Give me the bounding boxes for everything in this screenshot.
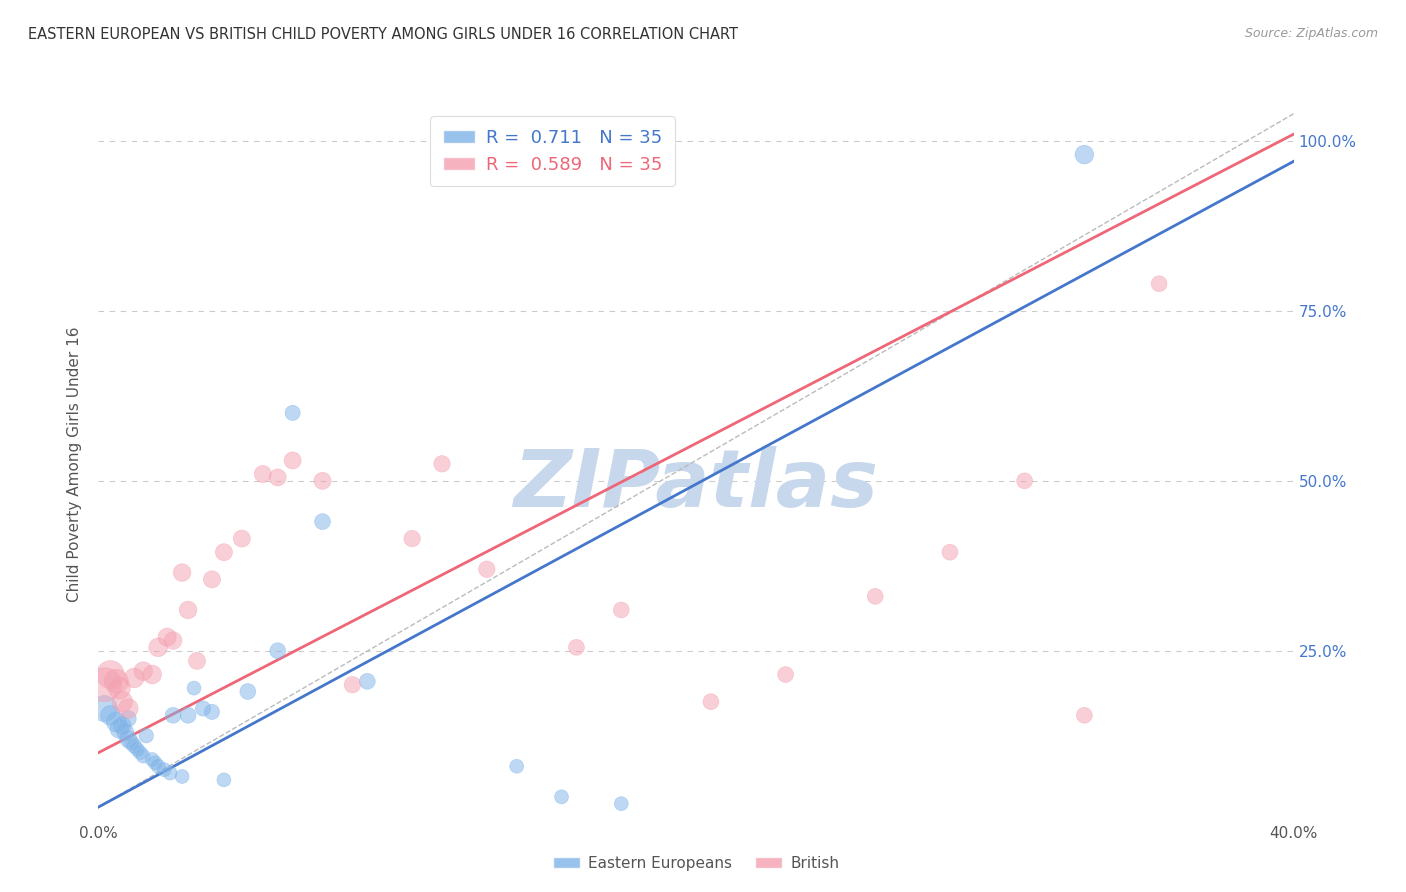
Point bbox=[153, 763, 176, 777]
Point bbox=[311, 515, 333, 529]
Point bbox=[939, 545, 962, 559]
Point bbox=[430, 457, 453, 471]
Text: ZIPatlas: ZIPatlas bbox=[513, 446, 879, 524]
Point bbox=[156, 630, 179, 644]
Point bbox=[172, 566, 194, 580]
Point bbox=[148, 759, 170, 773]
Point bbox=[141, 667, 163, 681]
Point bbox=[120, 735, 142, 749]
Point bbox=[141, 752, 163, 766]
Point bbox=[124, 739, 146, 753]
Point bbox=[111, 718, 134, 732]
Point bbox=[111, 695, 134, 709]
Point bbox=[108, 722, 131, 736]
Text: EASTERN EUROPEAN VS BRITISH CHILD POVERTY AMONG GIRLS UNDER 16 CORRELATION CHART: EASTERN EUROPEAN VS BRITISH CHILD POVERT… bbox=[28, 27, 738, 42]
Point bbox=[135, 729, 157, 743]
Point bbox=[105, 715, 128, 730]
Point bbox=[565, 640, 588, 655]
Point bbox=[610, 797, 633, 811]
Point bbox=[356, 674, 378, 689]
Point bbox=[132, 749, 155, 764]
Point bbox=[252, 467, 274, 481]
Point bbox=[124, 671, 146, 685]
Point bbox=[401, 532, 423, 546]
Point bbox=[93, 701, 115, 715]
Point bbox=[281, 406, 304, 420]
Point bbox=[201, 573, 224, 587]
Point bbox=[212, 772, 235, 787]
Point bbox=[1014, 474, 1036, 488]
Point bbox=[865, 590, 887, 604]
Point bbox=[1073, 147, 1095, 161]
Point bbox=[267, 644, 290, 658]
Point bbox=[506, 759, 529, 773]
Point bbox=[159, 766, 181, 780]
Point bbox=[100, 667, 122, 681]
Point bbox=[183, 681, 205, 695]
Point bbox=[162, 708, 184, 723]
Point bbox=[143, 756, 166, 770]
Point bbox=[117, 712, 139, 726]
Y-axis label: Child Poverty Among Girls Under 16: Child Poverty Among Girls Under 16 bbox=[67, 326, 83, 601]
Point bbox=[201, 705, 224, 719]
Point bbox=[148, 640, 170, 655]
Point bbox=[267, 470, 290, 484]
Point bbox=[550, 789, 572, 804]
Point bbox=[108, 681, 131, 695]
Point bbox=[231, 532, 253, 546]
Point bbox=[610, 603, 633, 617]
Point bbox=[127, 742, 149, 756]
Point bbox=[775, 667, 797, 681]
Point bbox=[100, 708, 122, 723]
Point bbox=[129, 746, 152, 760]
Point bbox=[311, 474, 333, 488]
Point bbox=[105, 674, 128, 689]
Point bbox=[162, 633, 184, 648]
Point bbox=[212, 545, 235, 559]
Point bbox=[114, 725, 136, 739]
Point bbox=[1147, 277, 1170, 291]
Point bbox=[93, 678, 115, 692]
Point bbox=[475, 562, 498, 576]
Point bbox=[117, 701, 139, 715]
Point bbox=[1073, 708, 1095, 723]
Point bbox=[700, 695, 723, 709]
Point bbox=[172, 769, 194, 783]
Point bbox=[186, 654, 208, 668]
Legend: Eastern Europeans, British: Eastern Europeans, British bbox=[547, 850, 845, 877]
Point bbox=[281, 453, 304, 467]
Point bbox=[236, 684, 259, 698]
Point bbox=[132, 664, 155, 678]
Text: Source: ZipAtlas.com: Source: ZipAtlas.com bbox=[1244, 27, 1378, 40]
Point bbox=[177, 708, 200, 723]
Point bbox=[117, 732, 139, 747]
Point bbox=[177, 603, 200, 617]
Point bbox=[342, 678, 364, 692]
Point bbox=[191, 701, 214, 715]
